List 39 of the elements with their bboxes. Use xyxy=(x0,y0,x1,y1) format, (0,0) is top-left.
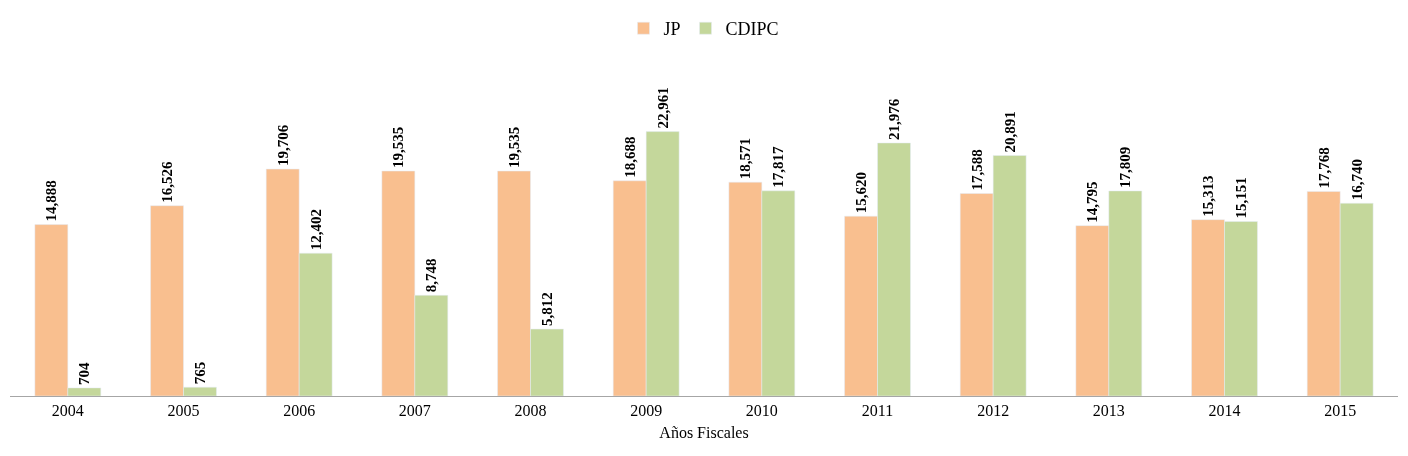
data-label: 19,706 xyxy=(274,124,291,167)
x-tick-label: 2006 xyxy=(283,402,316,420)
data-label: 21,976 xyxy=(885,98,902,140)
data-label: 15,151 xyxy=(1232,177,1249,219)
x-tick-label: 2011 xyxy=(861,402,894,420)
legend-label: CDIPC xyxy=(725,19,779,40)
x-axis-title: Años Fiscales xyxy=(659,423,749,441)
x-tick-label: 2013 xyxy=(1092,402,1125,420)
x-tick-label: 2009 xyxy=(630,402,663,420)
data-label: 19,535 xyxy=(390,126,407,169)
data-label: 18,688 xyxy=(621,136,638,178)
data-label: 16,526 xyxy=(159,160,176,203)
data-label: 14,888 xyxy=(43,180,60,222)
x-tick-label: 2014 xyxy=(1208,402,1241,420)
x-tick-label: 2005 xyxy=(167,402,200,420)
x-tick-label: 2010 xyxy=(745,402,778,420)
legend-label: JP xyxy=(663,19,681,40)
data-label: 5,812 xyxy=(538,292,555,327)
data-label: 17,809 xyxy=(1117,146,1134,188)
data-label: 15,620 xyxy=(853,171,870,214)
data-label: 12,402 xyxy=(307,208,324,251)
x-tick-label: 2012 xyxy=(977,402,1010,420)
x-tick-label: 2007 xyxy=(398,402,431,420)
data-label: 18,571 xyxy=(737,137,754,180)
data-label: 17,817 xyxy=(770,146,787,188)
data-label: 20,891 xyxy=(1001,111,1018,153)
data-label: 19,535 xyxy=(506,126,523,169)
data-label: 17,768 xyxy=(1315,147,1332,189)
data-label: 8,748 xyxy=(423,258,440,293)
data-label: 16,740 xyxy=(1348,158,1365,201)
x-tick-label: 2015 xyxy=(1324,402,1357,420)
data-label: 704 xyxy=(76,361,93,385)
data-label: 22,961 xyxy=(654,87,671,129)
x-tick-label: 2008 xyxy=(514,402,547,420)
data-label: 15,313 xyxy=(1200,175,1217,217)
data-label: 17,588 xyxy=(968,149,985,191)
data-label: 765 xyxy=(191,361,208,385)
data-label: 14,795 xyxy=(1084,181,1101,223)
x-tick-label: 2004 xyxy=(51,402,84,420)
